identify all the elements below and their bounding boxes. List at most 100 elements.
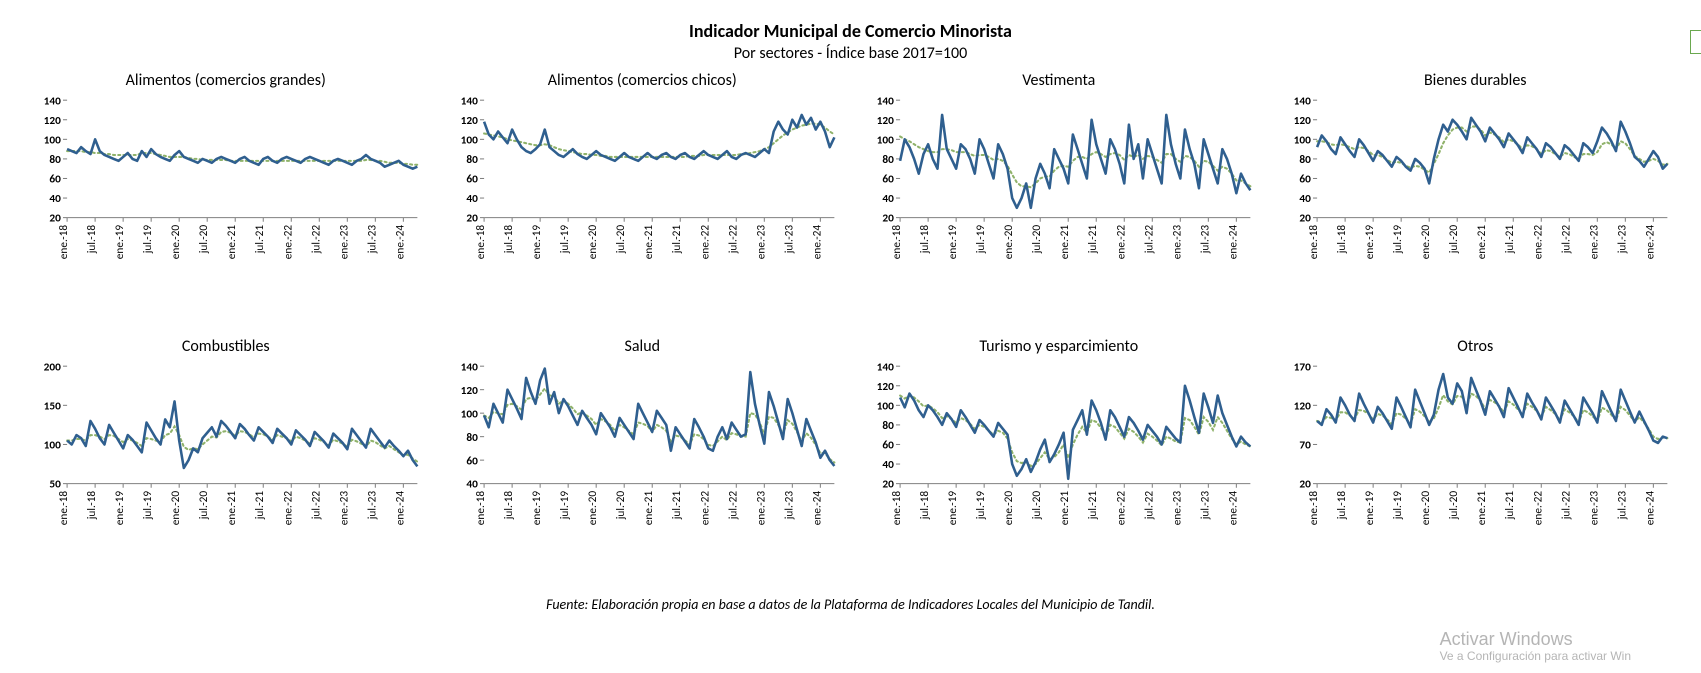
x-tick-label: ene.-23 (1587, 225, 1601, 260)
title-block: Indicador Municipal de Comercio Minorist… (30, 20, 1671, 63)
x-tick-label: ene.-21 (1058, 491, 1072, 526)
x-tick-label: jul.-20 (1447, 491, 1461, 521)
x-tick-label: jul.-19 (974, 225, 988, 255)
x-tick-label: ene.-22 (1531, 491, 1545, 526)
x-tick-label: jul.-22 (1142, 225, 1156, 255)
y-tick-label: 40 (466, 478, 478, 492)
x-tick-label: jul.-23 (1198, 225, 1212, 255)
x-tick-label: jul.-19 (141, 225, 155, 255)
x-tick-label: ene.-24 (810, 491, 824, 526)
x-tick-label: jul.-22 (309, 225, 323, 255)
x-tick-label: ene.-24 (1643, 225, 1657, 260)
page: Indicador Municipal de Comercio Minorist… (0, 0, 1701, 673)
x-tick-label: ene.-24 (810, 225, 824, 260)
x-tick-label: ene.-24 (393, 225, 407, 260)
y-tick-label: 50 (49, 478, 61, 492)
watermark-line2: Ve a Configuración para activar Win (1440, 650, 1631, 663)
x-tick-label: ene.-20 (1419, 225, 1433, 260)
x-tick-label: ene.-23 (1170, 225, 1184, 260)
y-tick-label: 20 (882, 478, 894, 492)
x-tick-label: ene.-24 (1643, 491, 1657, 526)
y-tick-label: 140 (877, 94, 894, 108)
chart-panel: Vestimenta20406080100120140ene.-18jul.-1… (863, 71, 1255, 315)
x-tick-label: ene.-20 (586, 491, 600, 526)
x-tick-label: jul.-18 (1335, 491, 1349, 521)
x-tick-label: ene.-23 (1587, 491, 1601, 526)
x-tick-label: ene.-23 (754, 491, 768, 526)
x-tick-label: ene.-18 (57, 225, 71, 260)
y-tick-label: 140 (460, 94, 477, 108)
x-tick-label: jul.-21 (1086, 491, 1100, 521)
chart-svg-wrapper: 2070120170ene.-18jul.-18ene.-19jul.-19en… (1280, 360, 1672, 581)
chart-panel: Otros2070120170ene.-18jul.-18ene.-19jul.… (1280, 337, 1672, 581)
panel-title: Alimentos (comercios grandes) (126, 71, 326, 90)
panel-title: Bienes durables (1424, 71, 1527, 90)
x-tick-label: ene.-24 (1226, 225, 1240, 260)
x-tick-label: ene.-18 (474, 225, 488, 260)
x-tick-label: ene.-23 (337, 491, 351, 526)
y-tick-label: 60 (49, 173, 61, 187)
y-tick-label: 120 (1293, 400, 1310, 414)
series-line (484, 369, 834, 466)
y-tick-label: 100 (460, 133, 477, 147)
x-tick-label: jul.-20 (197, 225, 211, 255)
y-tick-label: 60 (466, 173, 478, 187)
x-tick-label: jul.-20 (614, 225, 628, 255)
y-tick-label: 120 (877, 114, 894, 128)
x-tick-label: ene.-19 (1363, 491, 1377, 526)
y-tick-label: 20 (1299, 212, 1311, 226)
y-tick-label: 120 (44, 114, 61, 128)
x-tick-label: jul.-19 (558, 491, 572, 521)
line-chart: 406080100120140ene.-18jul.-18ene.-19jul.… (447, 360, 839, 576)
y-tick-label: 140 (460, 361, 477, 375)
chart-panel: Turismo y esparcimiento20406080100120140… (863, 337, 1255, 581)
x-tick-label: ene.-19 (113, 491, 127, 526)
line-chart: 20406080100120140ene.-18jul.-18ene.-19ju… (30, 94, 422, 310)
chart-panel: Alimentos (comercios chicos)204060801001… (447, 71, 839, 315)
series-line (1317, 118, 1667, 184)
x-tick-label: ene.-19 (946, 491, 960, 526)
line-chart: 20406080100120140ene.-18jul.-18ene.-19ju… (1280, 94, 1672, 310)
y-tick-label: 140 (44, 94, 61, 108)
y-tick-label: 140 (1293, 94, 1310, 108)
x-tick-label: ene.-20 (1002, 491, 1016, 526)
y-tick-label: 100 (460, 408, 477, 422)
y-tick-label: 20 (882, 212, 894, 226)
x-tick-label: ene.-21 (225, 491, 239, 526)
chart-svg-wrapper: 50100150200ene.-18jul.-18ene.-19jul.-19e… (30, 360, 422, 581)
x-tick-label: jul.-21 (670, 491, 684, 521)
y-tick-label: 200 (44, 361, 61, 375)
y-tick-label: 120 (1293, 114, 1310, 128)
x-tick-label: jul.-20 (614, 491, 628, 521)
chart-svg-wrapper: 20406080100120140ene.-18jul.-18ene.-19ju… (863, 94, 1255, 315)
y-tick-label: 150 (44, 400, 61, 414)
x-tick-label: ene.-20 (1002, 225, 1016, 260)
x-tick-label: jul.-23 (782, 491, 796, 521)
chart-panel: Salud406080100120140ene.-18jul.-18ene.-1… (447, 337, 839, 581)
series-line (484, 115, 834, 161)
x-tick-label: ene.-23 (754, 225, 768, 260)
y-tick-label: 80 (49, 153, 61, 167)
x-tick-label: ene.-21 (1058, 225, 1072, 260)
y-tick-label: 40 (1299, 192, 1311, 206)
chart-svg-wrapper: 20406080100120140ene.-18jul.-18ene.-19ju… (447, 94, 839, 315)
chart-panel: Alimentos (comercios grandes)20406080100… (30, 71, 422, 315)
footnote: Fuente: Elaboración propia en base a dat… (30, 596, 1671, 613)
x-tick-label: jul.-21 (253, 491, 267, 521)
y-tick-label: 20 (1299, 478, 1311, 492)
panel-title: Alimentos (comercios chicos) (548, 71, 737, 90)
x-tick-label: ene.-24 (1226, 491, 1240, 526)
series-line (900, 386, 1250, 479)
chart-svg-wrapper: 20406080100120140ene.-18jul.-18ene.-19ju… (863, 360, 1255, 581)
line-chart: 20406080100120140ene.-18jul.-18ene.-19ju… (863, 94, 1255, 310)
x-tick-label: jul.-23 (365, 225, 379, 255)
chart-svg-wrapper: 20406080100120140ene.-18jul.-18ene.-19ju… (1280, 94, 1672, 315)
y-tick-label: 80 (1299, 153, 1311, 167)
x-tick-label: jul.-20 (1030, 491, 1044, 521)
x-tick-label: ene.-18 (57, 491, 71, 526)
chart-svg-wrapper: 20406080100120140ene.-18jul.-18ene.-19ju… (30, 94, 422, 315)
x-tick-label: ene.-24 (393, 491, 407, 526)
y-tick-label: 100 (44, 133, 61, 147)
x-tick-label: jul.-23 (1198, 491, 1212, 521)
y-tick-label: 70 (1299, 439, 1311, 453)
